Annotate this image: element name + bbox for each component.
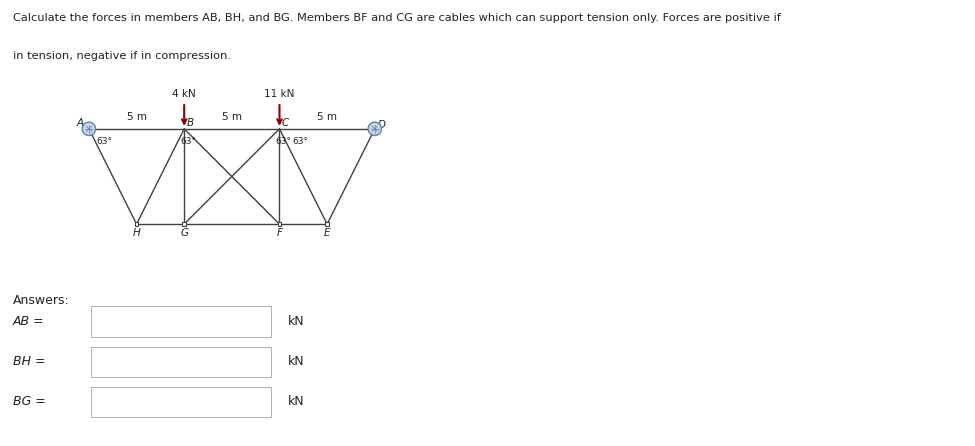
Text: 5 m: 5 m <box>127 112 146 122</box>
Text: kN: kN <box>288 315 304 328</box>
Text: BH =: BH = <box>13 355 45 368</box>
Polygon shape <box>182 223 186 226</box>
Text: B: B <box>186 118 193 128</box>
Text: 63°: 63° <box>97 137 112 146</box>
Text: F: F <box>277 228 283 238</box>
Polygon shape <box>135 223 138 226</box>
Text: C: C <box>282 118 289 128</box>
Text: Calculate the forces in members AB, BH, and BG. Members BF and CG are cables whi: Calculate the forces in members AB, BH, … <box>13 13 781 23</box>
Text: 63°: 63° <box>276 137 292 146</box>
Polygon shape <box>278 223 281 226</box>
Text: 5 m: 5 m <box>222 112 242 122</box>
Text: i: i <box>76 395 81 409</box>
Text: 63°: 63° <box>292 137 309 146</box>
Text: Answers:: Answers: <box>13 294 69 307</box>
Text: AB =: AB = <box>13 315 44 328</box>
Text: 11 kN: 11 kN <box>264 89 294 99</box>
Text: kN: kN <box>288 355 304 368</box>
Text: H: H <box>133 228 140 238</box>
Text: i: i <box>76 355 81 368</box>
Text: BG =: BG = <box>13 395 46 409</box>
Text: D: D <box>377 120 385 130</box>
Text: 63°: 63° <box>180 137 196 146</box>
Text: 5 m: 5 m <box>317 112 337 122</box>
Text: 4 kN: 4 kN <box>173 89 196 99</box>
Circle shape <box>82 122 96 136</box>
Text: i: i <box>76 315 81 328</box>
Text: kN: kN <box>288 395 304 409</box>
Polygon shape <box>326 223 329 226</box>
Text: A: A <box>77 118 84 128</box>
Text: E: E <box>324 228 331 238</box>
Circle shape <box>369 122 381 136</box>
Text: G: G <box>180 228 188 238</box>
Text: in tension, negative if in compression.: in tension, negative if in compression. <box>13 51 231 61</box>
